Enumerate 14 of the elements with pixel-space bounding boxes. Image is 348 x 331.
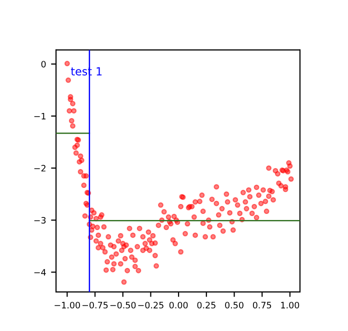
x-tick-label: −1.00 [54, 302, 80, 308]
x-tick-label: 0.50 [225, 302, 244, 308]
y-tick-label: −1 [34, 113, 46, 120]
y-tick-label: −4 [34, 269, 46, 276]
x-tick-label: 0.75 [252, 302, 272, 308]
y-tick-label: −2 [34, 164, 46, 172]
y-tick-label: 0 [41, 60, 46, 68]
x-tick-label: 1.00 [281, 302, 300, 308]
x-tick-label: −0.75 [82, 302, 108, 308]
x-tick-label: −0.50 [110, 302, 136, 308]
x-tick-label: −0.25 [138, 302, 164, 308]
x-tick-label: 0.00 [169, 302, 188, 308]
x-tick-label: 0.25 [197, 302, 216, 308]
y-tick-label: −3 [34, 216, 46, 224]
